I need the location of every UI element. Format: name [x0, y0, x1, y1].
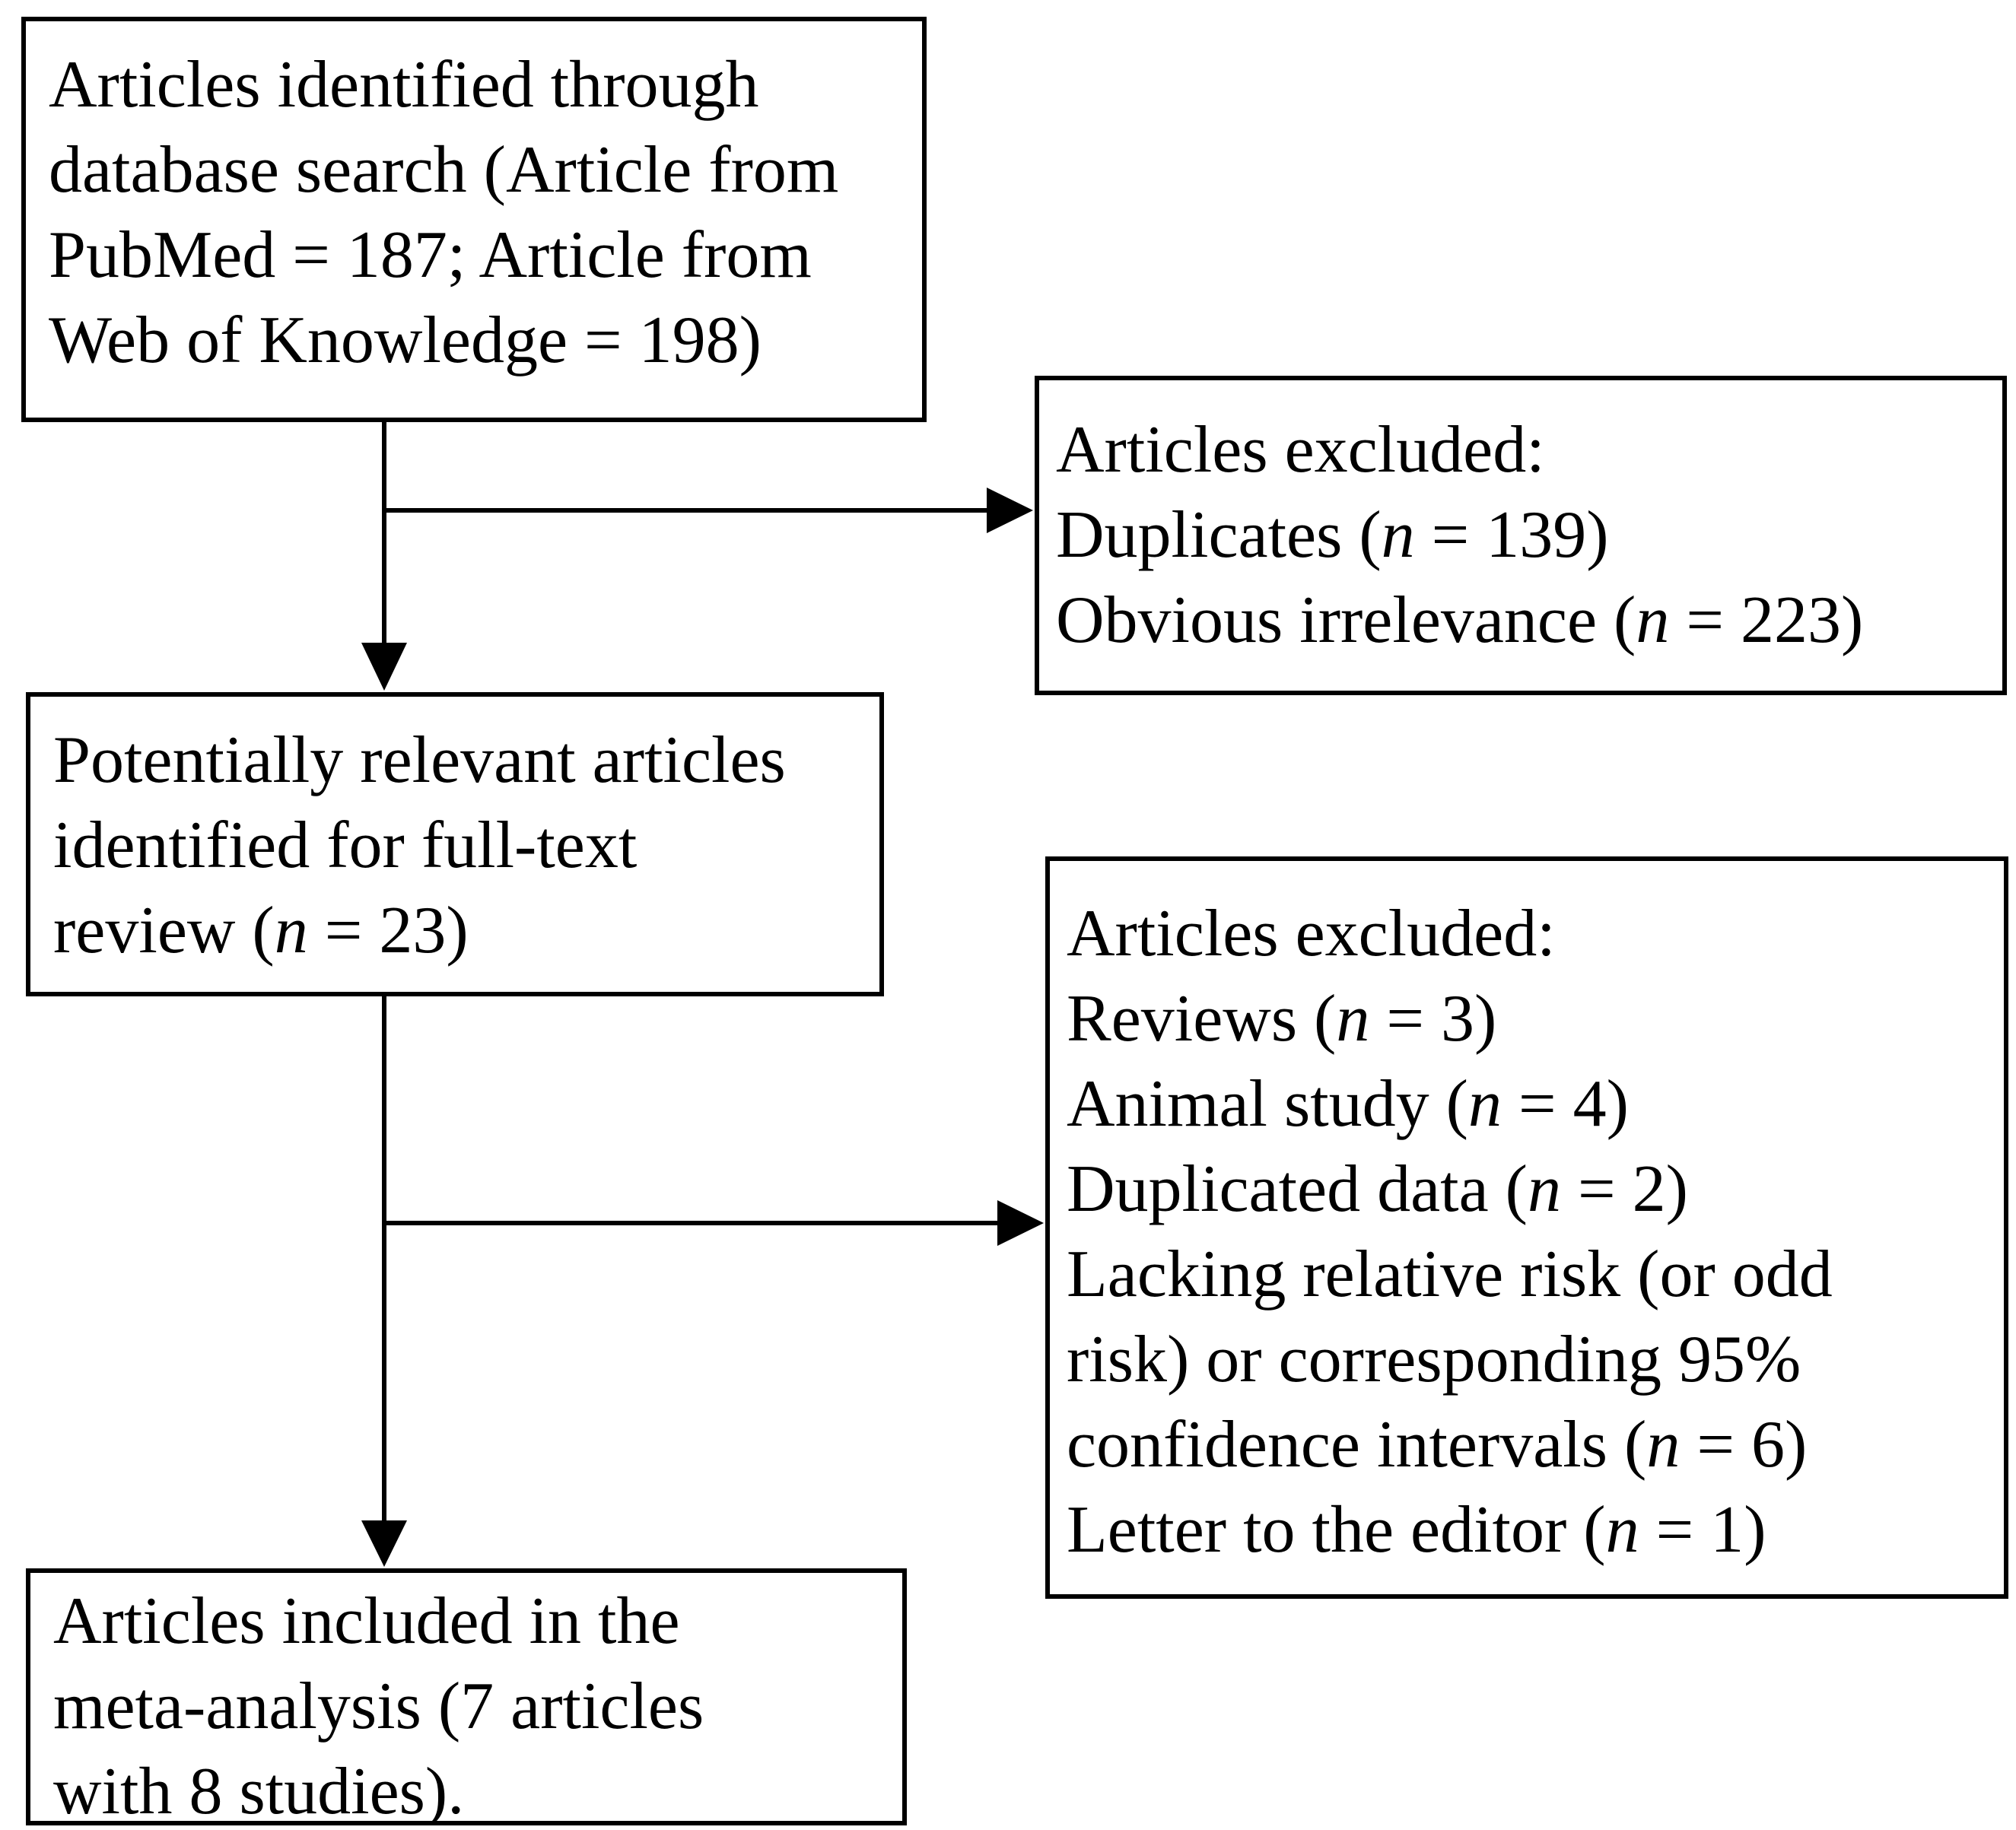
box-articles-included: Articles included in the meta-analysis (7… [26, 1568, 907, 1825]
articles-fulltext-review-line: review (n = 23) [53, 894, 469, 967]
articles-excluded-initial-line: Articles excluded: [1056, 413, 1545, 487]
right-arrowhead-to-excluded-fulltext [997, 1200, 1044, 1246]
articles-excluded-fulltext-line: Letter to the editor (n = 1) [1067, 1493, 1766, 1567]
box-articles-excluded-fulltext: Articles excluded: Reviews (n = 3) Animal … [1045, 856, 2008, 1599]
articles-identified-line: Web of Knowledge = 198) [49, 303, 762, 377]
articles-excluded-fulltext-line: Lacking relative risk (or odd [1067, 1237, 1833, 1311]
articles-included-line: meta-analysis (7 articles [53, 1670, 704, 1743]
articles-included-line: Articles included in the [53, 1584, 680, 1658]
articles-excluded-initial-line: Duplicates (n = 139) [1056, 498, 1609, 572]
articles-excluded-initial-line: Obvious irrelevance (n = 223) [1056, 583, 1864, 657]
articles-excluded-fulltext-line: Reviews (n = 3) [1067, 982, 1497, 1056]
articles-excluded-fulltext-line: Articles excluded: [1067, 897, 1556, 971]
articles-identified-line: database search (Article from [49, 133, 839, 207]
articles-excluded-fulltext-line: risk) or corresponding 95% [1067, 1323, 1801, 1396]
articles-identified-line: Articles identified through [49, 48, 759, 122]
down-arrowhead-to-included [361, 1520, 407, 1567]
articles-excluded-fulltext-line: confidence intervals (n = 6) [1067, 1408, 1808, 1482]
box-articles-identified: Articles identified through database sear… [21, 17, 927, 422]
right-arrowhead-to-excluded-initial [987, 488, 1033, 533]
articles-excluded-fulltext-line: Animal study (n = 4) [1067, 1067, 1629, 1141]
articles-fulltext-review-line: Potentially relevant articles [53, 723, 786, 797]
box-articles-excluded-initial: Articles excluded: Duplicates (n = 139) Ob… [1035, 376, 2007, 695]
down-arrowhead-to-fulltext [361, 643, 407, 691]
articles-identified-line: PubMed = 187; Article from [49, 218, 812, 292]
articles-included-line: with 8 studies). [53, 1755, 465, 1825]
articles-fulltext-review-line: identified for full-text [53, 809, 638, 882]
articles-excluded-fulltext-line: Duplicated data (n = 2) [1067, 1152, 1688, 1226]
box-articles-fulltext-review: Potentially relevant articles identified … [26, 692, 884, 996]
